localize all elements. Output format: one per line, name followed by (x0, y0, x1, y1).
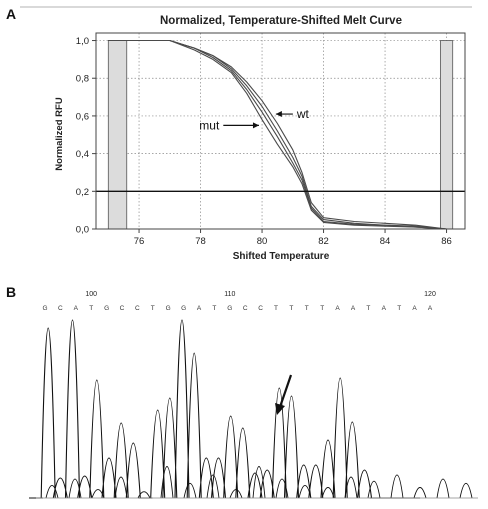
base-call: T (320, 305, 324, 312)
melt-curve-line (108, 39, 447, 230)
base-call: C (120, 305, 125, 312)
mut-annotation: mut (199, 118, 220, 132)
base-call: G (166, 305, 171, 312)
chromatogram-trace (28, 319, 421, 499)
down-arrow-icon (278, 374, 293, 408)
x-tick-label: 80 (257, 236, 268, 247)
x-tick-label: 76 (134, 236, 145, 247)
y-tick-label: 0,8 (76, 74, 89, 85)
shaded-regions (107, 40, 454, 230)
y-tick-label: 0,4 (76, 149, 89, 160)
panel-b-label: B (6, 284, 17, 300)
base-call: T (89, 305, 93, 312)
x-tick-label: 84 (380, 236, 391, 247)
y-tick-label: 1,0 (76, 36, 89, 47)
base-call: G (227, 305, 232, 312)
base-call: T (305, 305, 309, 312)
base-call: A (74, 305, 79, 312)
base-call: A (351, 305, 356, 312)
x-tick-label: 86 (441, 236, 452, 247)
chromatogram-trace-secondary (45, 466, 473, 499)
y-tick-label: 0,2 (76, 187, 89, 198)
shaded-region (439, 40, 454, 230)
base-call: A (382, 305, 387, 312)
y-tick-label: 0,6 (76, 111, 89, 122)
base-call: T (366, 305, 370, 312)
position-label: 120 (424, 291, 436, 298)
base-call: A (428, 305, 433, 312)
base-call: G (181, 305, 186, 312)
wt-annotation: wt (296, 107, 310, 121)
grid (96, 33, 465, 230)
position-label: 110 (224, 291, 235, 298)
base-call: A (335, 305, 340, 312)
melt-curve-line (108, 39, 447, 230)
base-call: C (243, 305, 248, 312)
base-call: C (258, 305, 263, 312)
y-tick-label: 0,0 (76, 225, 89, 236)
base-call: C (135, 305, 140, 312)
base-call: T (212, 305, 216, 312)
plot-frame (95, 32, 466, 230)
x-tick-label: 78 (195, 236, 206, 247)
y-axis-label: Normalized RFU (54, 97, 65, 171)
wt-arrow-head (275, 111, 282, 118)
position-label: 100 (85, 291, 97, 298)
melt-curve-chart: Normalized, Temperature-Shifted Melt Cur… (54, 15, 466, 262)
base-call: G (104, 305, 109, 312)
top-rule (20, 6, 472, 8)
base-call: T (289, 305, 293, 312)
chromatogram: 100 110 120 G C A T G C C T G G A T G C C T T T T A A T A T A A (28, 291, 478, 499)
annotations: mut wt (199, 107, 309, 132)
base-call: C (58, 305, 63, 312)
series-group (108, 39, 447, 230)
base-call: T (151, 305, 155, 312)
axis-ticks: 76 78 80 82 84 86 0,0 0,2 0,4 0,6 0,8 1,0 (76, 36, 452, 247)
base-call: T (274, 305, 278, 312)
base-call: A (412, 305, 417, 312)
chart-title: Normalized, Temperature-Shifted Melt Cur… (160, 15, 402, 27)
mut-arrow-head (252, 122, 259, 129)
x-tick-label: 82 (318, 236, 329, 247)
x-axis-label: Shifted Temperature (233, 251, 330, 262)
base-call: T (397, 305, 401, 312)
base-call: A (197, 305, 202, 312)
down-arrow-head-icon (275, 403, 285, 415)
melt-curve-line (108, 39, 447, 230)
base-call: G (42, 305, 47, 312)
melt-curve-line (108, 39, 447, 230)
panel-a-label: A (6, 6, 17, 22)
shaded-region (107, 40, 128, 230)
